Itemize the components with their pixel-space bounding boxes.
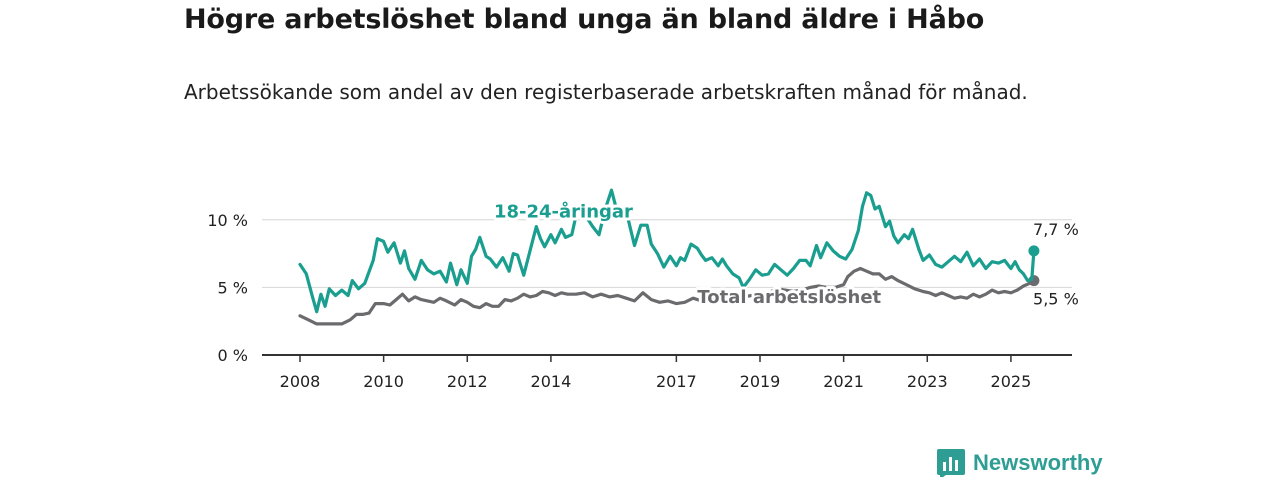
y-tick-label: 5 %: [218, 278, 248, 297]
y-tick-label: 0 %: [218, 346, 248, 365]
end-value-label: 7,7 %: [1033, 220, 1079, 239]
x-tick-label: 2019: [740, 372, 781, 391]
newsworthy-logo-icon: [937, 449, 965, 477]
series-line-youth: [298, 188, 1036, 314]
x-tick-label: 2014: [531, 372, 572, 391]
x-tick-label: 2021: [823, 372, 864, 391]
end-point-youth: [1028, 245, 1040, 257]
newsworthy-brand: Newsworthy: [937, 449, 1103, 477]
x-tick-label: 2023: [907, 372, 948, 391]
end-value-label: 5,5 %: [1033, 290, 1079, 309]
chart-title: Högre arbetslöshet bland unga än bland ä…: [184, 4, 985, 35]
series-lines: [298, 188, 1040, 326]
series-label-halo: 18-24-åringar: [494, 201, 633, 223]
series-line-total: [298, 266, 1036, 326]
y-tick-label: 10 %: [207, 211, 248, 230]
gridlines: [262, 219, 1072, 288]
x-tick-label: 2010: [363, 372, 404, 391]
x-tick-label: 2017: [656, 372, 697, 391]
chart-subtitle: Arbetssökande som andel av den registerb…: [184, 80, 1028, 104]
series-label: 18-24-åringar: [494, 201, 633, 223]
series-label-halo: Total arbetslöshet: [697, 287, 881, 308]
x-axis: 2008 2010 2012 2014 2017 2019 2021 2023 2025: [262, 354, 1072, 391]
x-tick-label: 2025: [991, 372, 1032, 391]
series-label: Total arbetslöshet: [697, 287, 881, 308]
brand-name: Newsworthy: [973, 450, 1103, 475]
x-tick-label: 2012: [447, 372, 488, 391]
y-axis: 0 % 5 % 10 %: [207, 211, 248, 365]
x-tick-label: 2008: [280, 372, 321, 391]
